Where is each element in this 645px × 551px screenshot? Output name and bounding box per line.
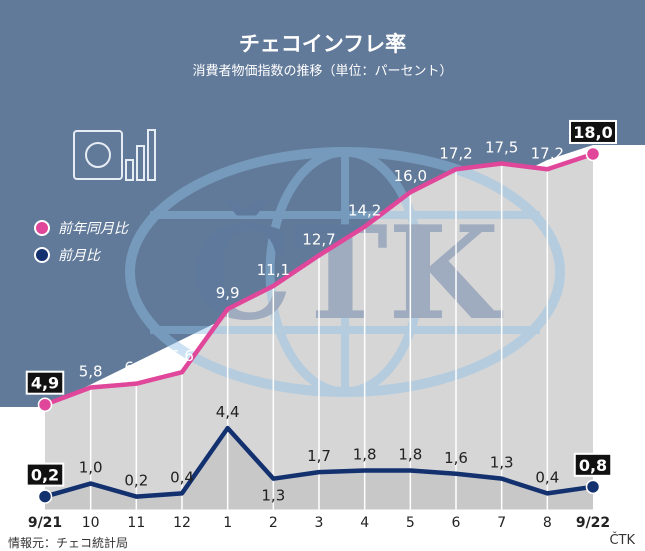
- credit-logo: ČTK: [609, 533, 635, 548]
- money-chart-icon: [73, 129, 156, 181]
- legend-item-mom: 前月比: [34, 245, 100, 265]
- source-note: 情報元：チェコ統計局: [8, 536, 129, 550]
- mom-data-label: 1,0: [79, 459, 103, 477]
- chart-title: チェコインフレ率: [238, 32, 407, 56]
- mom-data-label: 1,8: [353, 446, 377, 464]
- mom-data-label-box: [573, 452, 613, 477]
- mom-data-label: 1,7: [307, 447, 331, 465]
- x-tick-label: 2: [269, 515, 278, 531]
- money-chart-icon-bar: [125, 159, 134, 181]
- yoy-data-label: 12,7: [302, 230, 335, 248]
- yoy-data-label-box: [569, 119, 617, 144]
- mom-data-label: 0,4: [535, 468, 559, 486]
- yoy-data-label: 6,0: [124, 359, 148, 377]
- yoy-data-label: 18,0: [573, 123, 612, 142]
- x-tick-label: 9/21: [28, 515, 62, 531]
- mom-data-label: 0,2: [124, 472, 148, 490]
- money-chart-icon-bill: [73, 130, 123, 180]
- mom-data-label: 0,4: [170, 468, 194, 486]
- legend-marker-mom: [34, 247, 50, 263]
- chart-subtitle: 消費者物価指数の推移（単位：パーセント）: [192, 64, 453, 79]
- mom-data-label: 1,8: [398, 446, 422, 464]
- legend-label-yoy: 前年同月比: [58, 221, 128, 237]
- money-chart-icon-bar: [147, 129, 156, 181]
- money-chart-icon-bar: [136, 145, 145, 181]
- mom-data-label: 4,4: [216, 403, 240, 421]
- watermark-logo: ČTK: [125, 147, 565, 397]
- yoy-data-label: 14,2: [348, 202, 381, 220]
- legend-label-mom: 前月比: [58, 248, 100, 264]
- header-background: [0, 0, 645, 407]
- x-tick-label: 5: [406, 515, 415, 531]
- x-tick-label: 4: [360, 515, 369, 531]
- mom-point: [585, 479, 601, 495]
- mom-line: [44, 425, 594, 499]
- yoy-point: [585, 146, 601, 162]
- yoy-point: [37, 397, 53, 412]
- yoy-line: [44, 151, 594, 407]
- mom-data-label-box: [25, 462, 65, 487]
- legend-item-yoy: 前年同月比: [34, 218, 128, 238]
- yoy-data-label: 17,5: [485, 139, 518, 157]
- mom-point: [37, 489, 53, 504]
- yoy-data-label: 17,2: [531, 144, 564, 162]
- yoy-data-label: 17,2: [439, 144, 472, 162]
- x-tick-label: 10: [82, 515, 100, 531]
- yoy-data-label-box: [25, 370, 65, 395]
- x-tick-label: 3: [315, 515, 324, 531]
- legend-marker-yoy: [34, 220, 50, 236]
- watermark-globe-ring: [125, 147, 565, 397]
- yoy-data-label: 9,9: [216, 284, 240, 302]
- mom-data-label: 0,2: [31, 466, 59, 485]
- mom-data-label: 1,3: [261, 487, 285, 505]
- x-tick-label: 9/22: [576, 515, 610, 531]
- yoy-data-label: 4,9: [31, 374, 59, 393]
- x-tick-label: 1: [223, 515, 232, 531]
- mom-data-label: 1,3: [490, 454, 514, 472]
- x-tick-label: 7: [497, 515, 506, 531]
- yoy-data-label: 5,8: [79, 362, 103, 380]
- yoy-data-label: 6,6: [170, 347, 194, 365]
- yoy-data-label: 11,1: [257, 261, 290, 279]
- watermark-globe-meridian: [265, 147, 425, 397]
- mom-data-label: 0,8: [579, 456, 607, 475]
- watermark-text: ČTK: [191, 199, 504, 349]
- money-chart-icon-coin: [85, 142, 111, 168]
- x-tick-label: 12: [173, 515, 191, 531]
- yoy-data-label: 16,0: [394, 167, 427, 185]
- x-tick-label: 6: [452, 515, 461, 531]
- mom-data-label: 1,6: [444, 449, 468, 467]
- x-tick-label: 8: [543, 515, 552, 531]
- x-tick-label: 11: [127, 515, 145, 531]
